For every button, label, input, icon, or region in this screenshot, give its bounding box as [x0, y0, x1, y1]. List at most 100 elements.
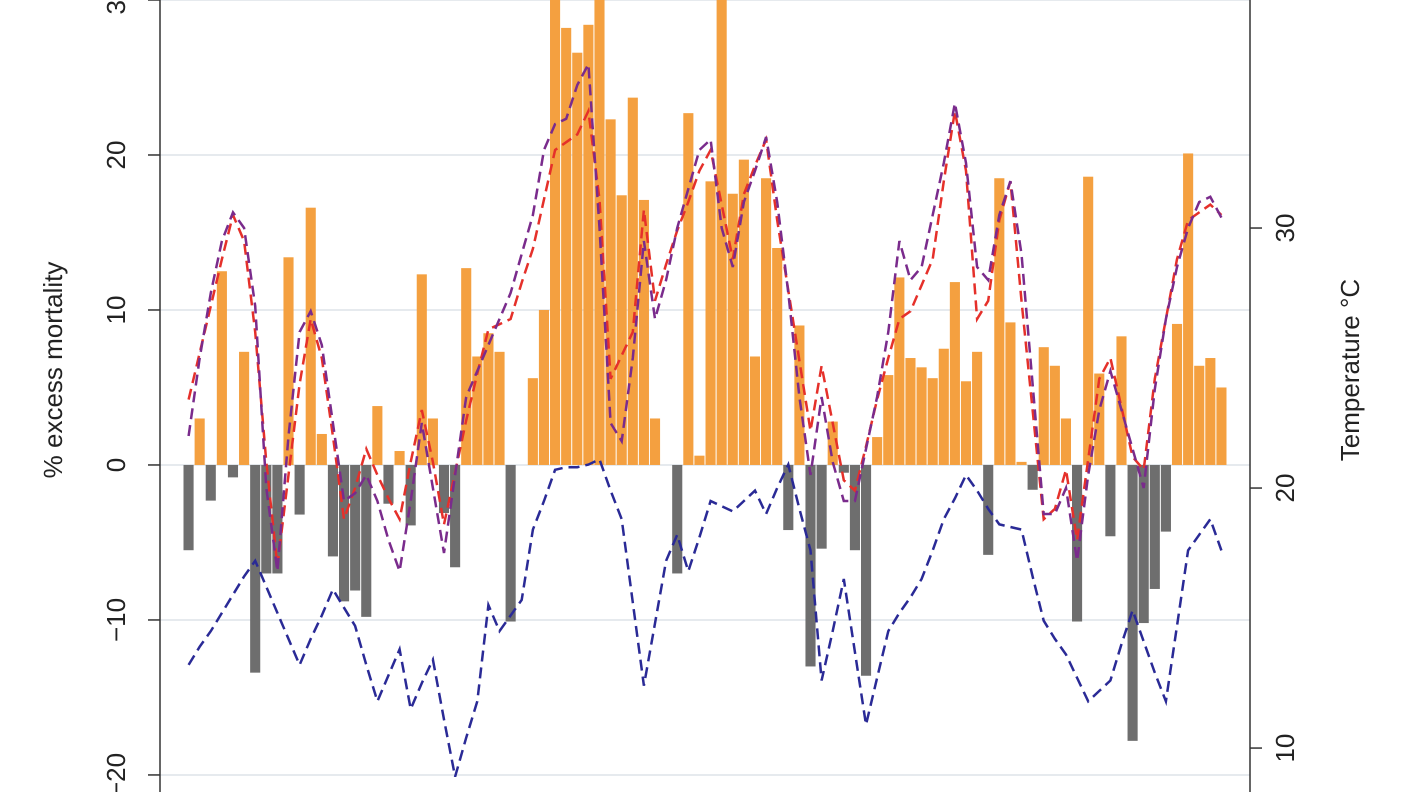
- bar: [538, 309, 550, 465]
- y-tick-label: −20: [101, 753, 131, 792]
- bar: [239, 351, 250, 465]
- bar: [883, 375, 894, 465]
- bar: [960, 381, 972, 465]
- bar: [816, 464, 827, 549]
- y2-tick-label: 20: [1270, 474, 1300, 503]
- bar: [572, 52, 583, 465]
- bar: [1116, 336, 1127, 465]
- bar: [1160, 464, 1171, 532]
- bar: [727, 193, 738, 465]
- bar: [1072, 464, 1083, 622]
- bar: [994, 178, 1005, 465]
- y-tick-label: 10: [101, 296, 131, 325]
- bar: [1016, 461, 1027, 465]
- bar: [927, 378, 938, 465]
- bar: [1127, 464, 1138, 741]
- y2-tick-label: 10: [1270, 734, 1300, 763]
- bar: [316, 433, 327, 465]
- plot-area: [183, 0, 1227, 778]
- bar: [494, 351, 505, 465]
- bar: [1105, 464, 1116, 537]
- bar: [1138, 464, 1149, 624]
- bar: [1094, 373, 1105, 465]
- bar: [916, 367, 927, 465]
- y-tick-label: 0: [101, 458, 131, 472]
- bar: [450, 464, 461, 568]
- bar: [550, 0, 561, 465]
- bar: [1060, 418, 1072, 465]
- y2-axis-title: Temperature °C: [1335, 279, 1365, 461]
- bar: [194, 418, 205, 465]
- bar: [894, 277, 905, 465]
- bar: [1216, 387, 1227, 465]
- bar: [1038, 347, 1049, 465]
- bar: [272, 464, 283, 574]
- bar: [949, 282, 960, 465]
- bar: [338, 464, 350, 602]
- bar: [772, 247, 783, 465]
- line: [187, 457, 1223, 778]
- bar: [216, 271, 227, 465]
- bar: [649, 418, 661, 465]
- bar: [616, 195, 627, 465]
- y-tick-label: 20: [101, 141, 131, 170]
- bar: [372, 406, 383, 465]
- bar: [849, 464, 860, 551]
- bar: [905, 358, 916, 465]
- bar: [305, 207, 316, 465]
- bar: [527, 378, 538, 465]
- bar: [461, 268, 472, 465]
- bar: [261, 464, 272, 574]
- bar: [1149, 464, 1160, 589]
- bar: [183, 464, 194, 551]
- bar: [1205, 358, 1216, 465]
- bar: [361, 464, 372, 617]
- bar: [738, 159, 749, 465]
- bar: [672, 464, 683, 574]
- bar: [1027, 464, 1038, 490]
- bar: [749, 356, 761, 465]
- bar: [694, 455, 705, 465]
- bar: [783, 464, 794, 531]
- bar: [1183, 153, 1194, 465]
- bar: [972, 351, 983, 465]
- bar: [205, 464, 216, 501]
- bar: [472, 356, 483, 465]
- bar: [350, 464, 361, 591]
- bar: [505, 464, 516, 622]
- bar: [383, 464, 394, 504]
- bar: [594, 0, 605, 465]
- bar: [294, 464, 305, 515]
- bar: [1049, 365, 1060, 465]
- bar: [805, 464, 816, 667]
- bar: [583, 24, 594, 465]
- y2-tick-label: 30: [1270, 214, 1300, 243]
- bar: [1194, 365, 1205, 465]
- y-axis-title: % excess mortality: [38, 262, 68, 479]
- axes: −20 −10 0 10 20 30 10 20 30: [101, 0, 1300, 792]
- bar: [627, 97, 638, 465]
- bar: [394, 451, 405, 465]
- bar: [605, 119, 616, 465]
- bar: [416, 274, 427, 465]
- bar: [716, 0, 727, 465]
- bar: [705, 181, 716, 465]
- bar: [1171, 323, 1183, 465]
- bar: [860, 464, 872, 676]
- bar: [250, 464, 261, 673]
- bar: [761, 178, 772, 465]
- bar: [327, 464, 338, 557]
- bar: [227, 464, 239, 478]
- bar: [838, 464, 849, 473]
- bar: [938, 348, 949, 465]
- bar: [438, 464, 450, 514]
- bar: [827, 421, 838, 465]
- bar: [483, 333, 494, 465]
- bar: [283, 257, 294, 465]
- line: [187, 59, 1223, 572]
- bar: [872, 437, 883, 465]
- bar: [638, 199, 649, 465]
- bar: [561, 27, 572, 465]
